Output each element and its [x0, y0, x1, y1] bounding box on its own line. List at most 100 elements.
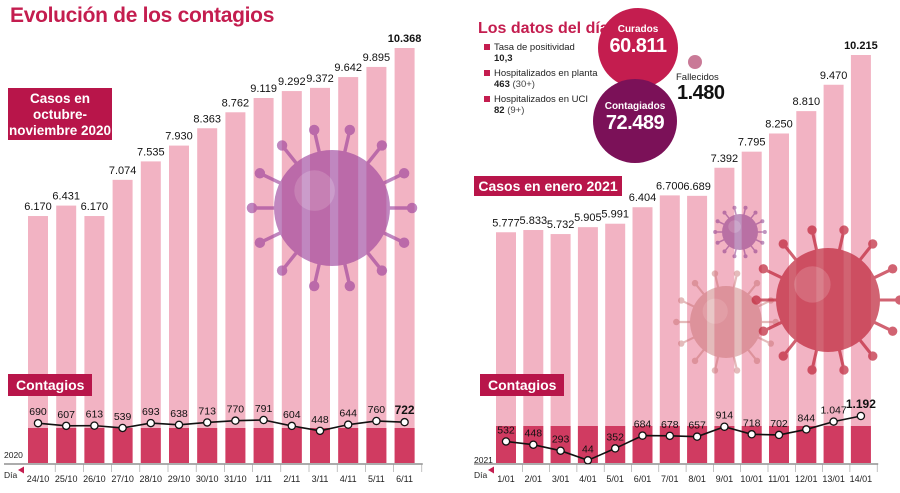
contagios-label-oct: Contagios	[8, 374, 93, 396]
day-tick-label: 4/01	[579, 474, 597, 484]
virus-spike-tip	[760, 219, 765, 224]
day-tick-label: 26/10	[83, 474, 106, 484]
contagio-value-label: 678	[661, 419, 679, 431]
virus-spike-tip	[715, 219, 720, 224]
virus-spike-tip	[732, 254, 737, 259]
virus-spike-tip	[807, 365, 817, 375]
case-value-label: 6.700	[656, 180, 684, 192]
case-value-label: 10.215	[844, 40, 878, 52]
day-tick-label: 1/01	[497, 474, 515, 484]
virus-spike-tip	[691, 357, 699, 365]
contagiados-value: 72.489	[605, 112, 665, 134]
virus-spike-tip	[713, 230, 718, 234]
case-value-label: 6.689	[683, 181, 711, 193]
contagios-point	[174, 420, 184, 430]
contagios-point	[720, 422, 729, 431]
contagio-bar	[550, 426, 571, 463]
contagio-bar	[112, 428, 133, 463]
contagio-bar	[796, 426, 817, 463]
case-bar	[605, 223, 626, 463]
virus-spike-tip	[254, 168, 266, 179]
dia-label-oct: Día	[4, 470, 18, 480]
virus-highlight	[728, 220, 741, 233]
today-row-sub: (30+)	[512, 79, 535, 90]
day-tick-label: 5/11	[368, 474, 385, 484]
day-tick-label: 2/01	[525, 474, 543, 484]
contagio-bar	[741, 426, 762, 463]
case-bar	[140, 161, 161, 463]
day-tick-label: 10/01	[740, 474, 763, 484]
contagio-value-label: 684	[634, 419, 652, 431]
today-row-label: Hospitalizados en UCI	[494, 94, 588, 105]
case-bar	[550, 234, 571, 463]
contagios-point	[315, 426, 325, 436]
virus-spike-tip	[733, 367, 741, 374]
virus-spike	[713, 273, 720, 291]
panel-jan-label: Casos en enero 2021	[474, 176, 622, 196]
virus-spike	[713, 353, 720, 371]
fallecidos-value: 1.480	[677, 82, 725, 104]
virus-spike-tip	[778, 239, 788, 249]
day-tick-label: 3/01	[552, 474, 570, 484]
contagios-point	[33, 418, 43, 428]
virus-spike	[680, 299, 698, 309]
today-row-positividad: Tasa de positividad 10,3	[484, 42, 575, 64]
contagio-bar	[197, 428, 218, 463]
virus-spike-tip	[807, 225, 817, 235]
virus-spike-tip	[711, 367, 719, 374]
contagio-bar	[850, 426, 871, 463]
contagios-point	[856, 411, 866, 421]
today-row-value: 82	[494, 105, 505, 116]
contagios-point	[610, 444, 620, 453]
virus-spike-tip	[308, 124, 320, 136]
contagio-value-label: 532	[497, 424, 515, 436]
day-tick-label: 13/01	[822, 474, 845, 484]
case-value-label: 8.250	[765, 118, 793, 130]
case-value-label: 7.392	[711, 153, 739, 165]
today-row-label: Hospitalizados en planta	[494, 68, 598, 79]
contagio-value-label: 1.047	[820, 405, 846, 417]
contagio-value-label: 791	[255, 403, 273, 415]
year-label-oct: 2020	[4, 450, 23, 460]
day-tick-label: 11/01	[768, 474, 790, 484]
virus-decoration	[246, 124, 418, 292]
virus-spike	[745, 346, 758, 362]
contagios-point	[287, 421, 297, 431]
contagios-point	[372, 416, 381, 426]
contagiados-bubble: Contagiados 72.489	[593, 79, 677, 163]
contagio-value-label: 718	[743, 417, 761, 429]
case-value-label: 9.470	[820, 70, 848, 82]
day-tick-label: 24/10	[27, 474, 50, 484]
case-value-label: 9.119	[250, 83, 277, 95]
contagio-value-label: 657	[688, 420, 706, 432]
today-row-value: 10,3	[494, 53, 513, 64]
case-bar	[112, 179, 133, 464]
contagios-point	[665, 431, 675, 441]
contagios-point	[202, 418, 212, 427]
contagios-point	[774, 430, 784, 440]
case-value-label: 8.363	[193, 113, 221, 125]
contagio-value-label: 690	[29, 406, 47, 418]
case-value-label: 9.895	[363, 52, 391, 64]
virus-spike-tip	[673, 318, 680, 326]
contagio-value-label: 352	[606, 431, 624, 443]
case-value-label: 5.777	[492, 217, 520, 229]
day-tick-label: 6/11	[396, 474, 413, 484]
day-arrow-icon	[18, 466, 24, 474]
contagio-bar	[84, 428, 105, 463]
case-value-label: 7.074	[109, 165, 137, 177]
case-bar	[496, 232, 516, 463]
case-bar	[197, 128, 218, 463]
virus-body	[722, 214, 758, 250]
virus-spike-tip	[751, 295, 761, 305]
case-value-label: 8.810	[793, 96, 821, 108]
today-row-planta: Hospitalizados en planta 463 (30+)	[484, 68, 598, 90]
contagio-value-label: 613	[86, 409, 104, 421]
virus-spike-tip	[767, 340, 775, 347]
virus-spike-tip	[753, 279, 761, 287]
virus-spike-tip	[732, 205, 737, 210]
contagio-bar	[281, 428, 302, 463]
virus-decoration	[713, 205, 767, 259]
virus-spike-tip	[376, 265, 388, 276]
